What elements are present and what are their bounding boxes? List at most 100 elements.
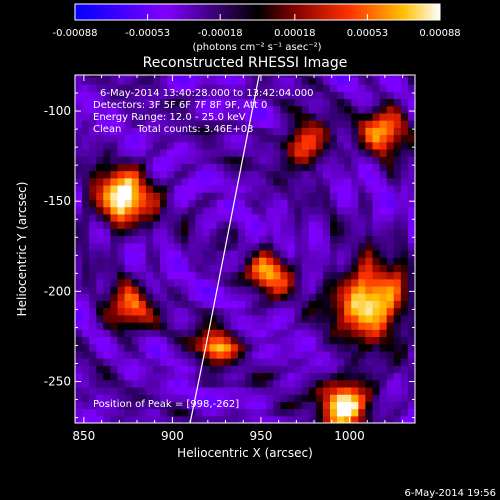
heatmap-cell xyxy=(280,199,289,208)
heatmap-cell xyxy=(407,329,415,338)
heatmap-cell xyxy=(287,221,296,229)
heatmap-cell xyxy=(330,257,338,265)
heatmap-cell xyxy=(124,379,133,388)
heatmap-cell xyxy=(188,257,197,265)
heatmap-cell xyxy=(252,372,260,381)
heatmap-cell xyxy=(174,98,182,107)
heatmap-cell xyxy=(216,264,225,273)
heatmap-cell xyxy=(216,285,225,294)
heatmap-cell xyxy=(230,394,239,402)
heatmap-cell xyxy=(237,300,246,309)
heatmap-cell xyxy=(245,75,253,78)
heatmap-cell xyxy=(103,358,112,366)
heatmap-cell xyxy=(273,206,282,215)
heatmap-cell xyxy=(181,379,189,388)
heatmap-cell xyxy=(351,206,359,215)
heatmap-cell xyxy=(315,257,324,265)
heatmap-cell xyxy=(223,278,232,287)
heatmap-cell xyxy=(131,75,140,78)
heatmap-cell xyxy=(252,192,260,201)
heatmap-cell xyxy=(82,394,90,402)
heatmap-cell xyxy=(160,365,168,374)
heatmap-cell xyxy=(103,285,112,294)
heatmap-cell xyxy=(75,336,83,345)
heatmap-cell xyxy=(145,221,154,229)
heatmap-cell xyxy=(379,105,388,114)
heatmap-cell xyxy=(400,394,409,402)
heatmap-cell xyxy=(216,76,225,85)
heatmap-cell xyxy=(379,336,388,345)
heatmap-cell xyxy=(216,228,225,237)
heatmap-cell xyxy=(386,401,395,410)
heatmap-cell xyxy=(358,394,367,402)
heatmap-cell xyxy=(75,242,83,251)
heatmap-cell xyxy=(322,156,331,164)
heatmap-cell xyxy=(287,242,296,251)
heatmap-cell xyxy=(103,192,112,201)
heatmap-cell xyxy=(209,141,218,150)
heatmap-cell xyxy=(351,271,359,280)
heatmap-cell xyxy=(365,177,374,186)
heatmap-cell xyxy=(351,141,359,150)
heatmap-cell xyxy=(358,184,367,193)
heatmap-cell xyxy=(315,401,324,410)
heatmap-cell xyxy=(160,163,168,172)
heatmap-cell xyxy=(117,235,126,244)
heatmap-cell xyxy=(273,91,282,100)
heatmap-cell xyxy=(237,314,246,323)
annotation-energy-range: Energy Range: 12.0 - 25.0 keV xyxy=(93,112,246,123)
heatmap-cell xyxy=(230,91,239,100)
heatmap-cell xyxy=(266,76,274,85)
heatmap-cell xyxy=(181,91,189,100)
heatmap-cell xyxy=(386,120,395,128)
heatmap-cell xyxy=(124,112,133,121)
heatmap-cell xyxy=(152,148,161,157)
heatmap-cell xyxy=(195,184,204,193)
heatmap-cell xyxy=(407,221,415,229)
heatmap-cell xyxy=(280,329,289,338)
y-tick-label: -200 xyxy=(44,284,71,298)
heatmap-cell xyxy=(266,199,274,208)
heatmap-cell xyxy=(245,257,253,265)
heatmap-cell xyxy=(237,350,246,359)
heatmap-cell xyxy=(110,206,119,215)
heatmap-cell xyxy=(195,285,204,294)
heatmap-cell xyxy=(174,76,182,85)
heatmap-cell xyxy=(82,408,90,417)
heatmap-cell xyxy=(117,372,126,381)
heatmap-cell xyxy=(337,76,345,85)
heatmap-cell xyxy=(365,199,374,208)
heatmap-cell xyxy=(138,293,147,301)
heatmap-cell xyxy=(216,206,225,215)
heatmap-cell xyxy=(365,192,374,201)
heatmap-cell xyxy=(315,394,324,402)
heatmap-cell xyxy=(75,329,83,338)
heatmap-cell xyxy=(167,105,175,114)
heatmap-cell xyxy=(372,300,381,309)
heatmap-cell xyxy=(167,386,175,395)
heatmap-cell xyxy=(131,127,140,136)
heatmap-cell xyxy=(131,141,140,150)
heatmap-cell xyxy=(400,408,409,417)
heatmap-cell xyxy=(110,343,119,352)
x-tick-label: 950 xyxy=(249,429,272,443)
heatmap-cell xyxy=(379,192,388,201)
heatmap-cell xyxy=(266,127,274,136)
heatmap-cell xyxy=(358,401,367,410)
heatmap-cell xyxy=(167,98,175,107)
heatmap-cell xyxy=(103,336,112,345)
heatmap-cell xyxy=(407,127,415,136)
heatmap-cell xyxy=(252,358,260,366)
heatmap-cell xyxy=(407,242,415,251)
heatmap-cell xyxy=(393,148,402,157)
heatmap-cell xyxy=(386,249,395,258)
heatmap-cell xyxy=(337,401,345,410)
heatmap-cell xyxy=(280,415,289,423)
heatmap-cell xyxy=(202,213,211,222)
heatmap-cell xyxy=(75,285,83,294)
heatmap-cell xyxy=(322,285,331,294)
heatmap-cell xyxy=(301,98,310,107)
footer-timestamp: 6-May-2014 19:56 xyxy=(404,488,496,499)
heatmap-cell xyxy=(181,84,189,92)
heatmap-cell xyxy=(344,343,352,352)
